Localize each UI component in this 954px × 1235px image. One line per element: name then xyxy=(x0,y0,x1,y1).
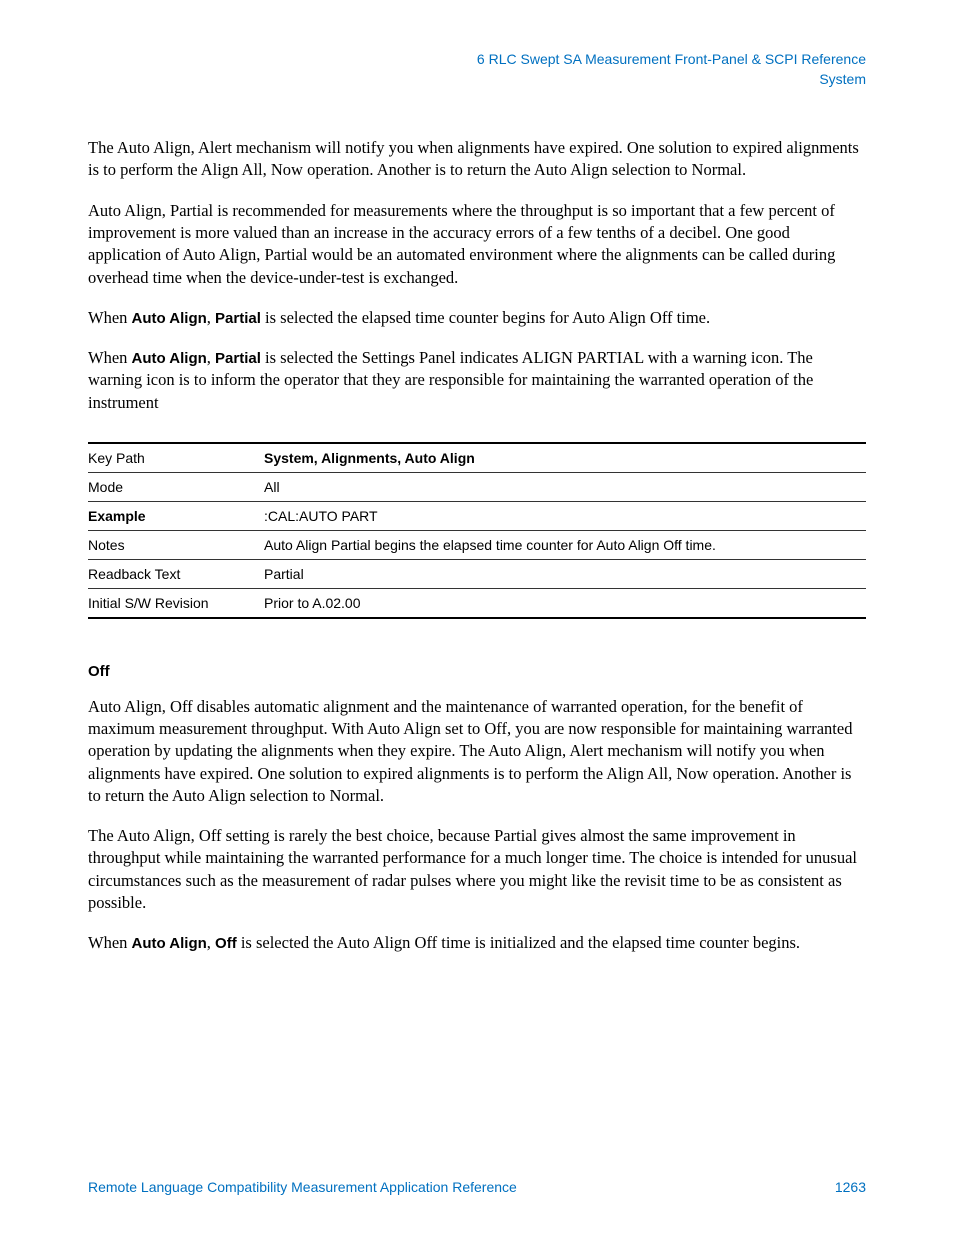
table-cell-value: System, Alignments, Auto Align xyxy=(264,443,866,473)
footer-title: Remote Language Compatibility Measuremen… xyxy=(88,1179,517,1195)
footer-page-number: 1263 xyxy=(835,1179,866,1195)
s2p3-bold-2: Off xyxy=(215,935,237,952)
header-line-1: 6 RLC Swept SA Measurement Front-Panel &… xyxy=(88,50,866,70)
table-row: NotesAuto Align Partial begins the elaps… xyxy=(88,530,866,559)
p4-sep: , xyxy=(207,348,215,367)
table-cell-value: Auto Align Partial begins the elapsed ti… xyxy=(264,530,866,559)
table-cell-value: :CAL:AUTO PART xyxy=(264,501,866,530)
p3-rest: is selected the elapsed time counter beg… xyxy=(261,308,710,327)
table-cell-label: Example xyxy=(88,501,264,530)
table-row: Initial S/W RevisionPrior to A.02.00 xyxy=(88,588,866,618)
page-footer: Remote Language Compatibility Measuremen… xyxy=(88,1179,866,1195)
s2p3-rest: is selected the Auto Align Off time is i… xyxy=(237,933,800,952)
section-off-p2: The Auto Align, Off setting is rarely th… xyxy=(88,825,866,914)
table-row: Key PathSystem, Alignments, Auto Align xyxy=(88,443,866,473)
table-cell-label: Initial S/W Revision xyxy=(88,588,264,618)
p3-bold-2: Partial xyxy=(215,310,261,327)
table-row: ModeAll xyxy=(88,472,866,501)
table-cell-label: Key Path xyxy=(88,443,264,473)
p4-bold-2: Partial xyxy=(215,350,261,367)
table-cell-label: Mode xyxy=(88,472,264,501)
paragraph-2: Auto Align, Partial is recommended for m… xyxy=(88,200,866,289)
paragraph-4: When Auto Align, Partial is selected the… xyxy=(88,347,866,414)
table-cell-value: All xyxy=(264,472,866,501)
table-cell-label: Notes xyxy=(88,530,264,559)
p4-prefix: When xyxy=(88,348,132,367)
table-cell-value: Prior to A.02.00 xyxy=(264,588,866,618)
s2p3-bold-1: Auto Align xyxy=(132,935,207,952)
page-header: 6 RLC Swept SA Measurement Front-Panel &… xyxy=(88,50,866,89)
header-line-2: System xyxy=(88,70,866,90)
p4-bold-1: Auto Align xyxy=(132,350,207,367)
section-off-p3: When Auto Align, Off is selected the Aut… xyxy=(88,932,866,954)
p3-prefix: When xyxy=(88,308,132,327)
p3-sep: , xyxy=(207,308,215,327)
section-off-p1: Auto Align, Off disables automatic align… xyxy=(88,696,866,807)
paragraph-3: When Auto Align, Partial is selected the… xyxy=(88,307,866,329)
paragraph-1: The Auto Align, Alert mechanism will not… xyxy=(88,137,866,182)
section-off-heading: Off xyxy=(88,663,866,680)
s2p3-sep: , xyxy=(207,933,215,952)
table-row: Readback TextPartial xyxy=(88,559,866,588)
p3-bold-1: Auto Align xyxy=(132,310,207,327)
table-cell-label: Readback Text xyxy=(88,559,264,588)
table-cell-value: Partial xyxy=(264,559,866,588)
table-row: Example:CAL:AUTO PART xyxy=(88,501,866,530)
spec-table: Key PathSystem, Alignments, Auto AlignMo… xyxy=(88,442,866,619)
s2p3-prefix: When xyxy=(88,933,132,952)
